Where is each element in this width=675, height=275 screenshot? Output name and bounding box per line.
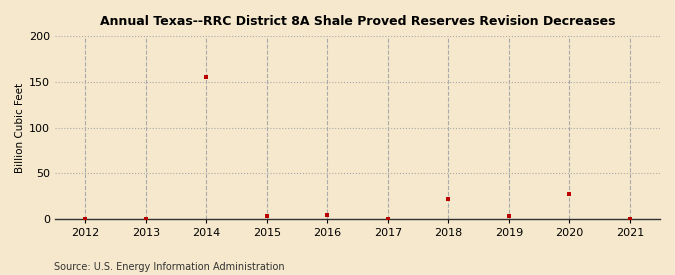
Point [624, 216, 635, 221]
Point [383, 216, 394, 221]
Point [564, 192, 574, 196]
Point [80, 216, 91, 221]
Text: Source: U.S. Energy Information Administration: Source: U.S. Energy Information Administ… [54, 262, 285, 272]
Point [322, 212, 333, 217]
Y-axis label: Billion Cubic Feet: Billion Cubic Feet [15, 82, 25, 173]
Point [504, 214, 514, 218]
Title: Annual Texas--RRC District 8A Shale Proved Reserves Revision Decreases: Annual Texas--RRC District 8A Shale Prov… [100, 15, 616, 28]
Point [261, 214, 272, 218]
Point [140, 216, 151, 221]
Point [201, 75, 212, 79]
Point [443, 197, 454, 201]
